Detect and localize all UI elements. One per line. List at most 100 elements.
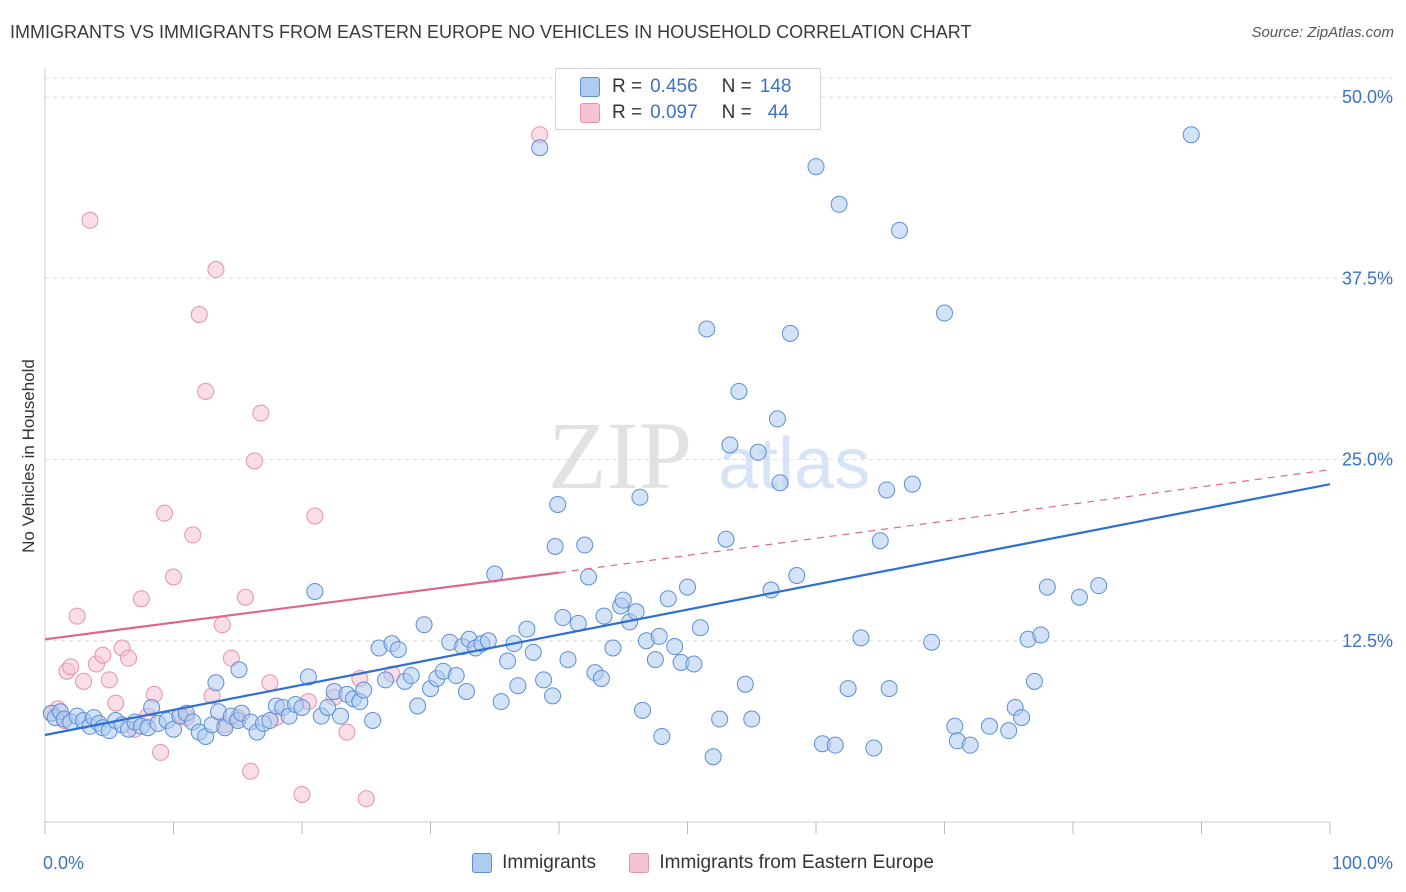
point-eastern-europe-34 [245,452,263,470]
r-label: R = [612,102,643,123]
point-eastern-europe-4 [62,658,80,676]
point-immigrants-127 [826,736,844,754]
trend-line-immigrants [44,483,1331,737]
y-tick-label-0: 12.5% [1342,631,1393,651]
point-immigrants-96 [614,591,632,609]
point-immigrants-149 [1038,578,1056,596]
point-eastern-europe-7 [81,211,99,229]
point-immigrants-129 [839,680,857,698]
point-immigrants-117 [736,675,754,693]
watermark-atlas: atlas [718,424,870,504]
point-immigrants-141 [961,736,979,754]
point-immigrants-74 [486,565,504,583]
axes [44,68,1331,834]
point-eastern-europe-18 [152,743,170,761]
r-label: R = [612,76,643,97]
point-immigrants-58 [389,640,407,658]
n-label: N = [721,76,752,97]
point-immigrants-130 [852,629,870,647]
point-immigrants-62 [415,616,433,634]
point-immigrants-100 [634,701,652,719]
point-immigrants-54 [364,712,382,729]
stats-legend: R = 0.456 N = 148 R = 0.097 N = 44 [555,68,821,130]
stats-row-eastern-europe: R = 0.097 N = 44 [580,101,789,125]
point-immigrants-56 [377,671,395,689]
point-eastern-europe-9 [94,646,112,664]
point-immigrants-137 [923,633,941,651]
point-immigrants-152 [1182,126,1200,144]
point-eastern-europe-33 [242,762,260,780]
point-eastern-europe-10 [100,671,118,689]
point-immigrants-139 [946,717,964,735]
point-immigrants-128 [830,195,848,213]
point-immigrants-89 [576,536,594,554]
y-axis-label: No Vehicles in Household [19,359,38,553]
eastern-europe-swatch [580,103,600,123]
point-immigrants-111 [698,320,716,338]
point-immigrants-134 [880,680,898,698]
source-label: Source: ZipAtlas.com [1251,24,1394,41]
point-immigrants-75 [492,693,510,711]
n-value: 44 [767,102,789,123]
chart-title: IMMIGRANTS VS IMMIGRANTS FROM EASTERN EU… [10,22,972,42]
y-tick-label-3: 50.0% [1342,87,1393,107]
point-immigrants-99 [631,488,649,506]
point-immigrants-145 [1013,709,1031,727]
point-eastern-europe-5 [68,607,86,625]
point-immigrants-81 [531,139,549,157]
point-eastern-europe-44 [357,790,375,808]
point-immigrants-133 [878,481,896,499]
point-immigrants-124 [788,567,806,584]
point-immigrants-116 [730,382,748,400]
watermark-zip: ZIP [548,402,692,509]
point-immigrants-114 [717,530,735,548]
point-immigrants-98 [627,603,645,621]
point-immigrants-108 [679,578,696,596]
point-immigrants-43 [293,698,311,716]
point-immigrants-106 [666,638,684,656]
point-immigrants-47 [319,698,337,716]
trend-lines [44,469,1331,737]
point-eastern-europe-38 [293,785,311,803]
point-immigrants-53 [355,681,373,699]
point-immigrants-92 [592,669,610,687]
legend-item-eastern-europe[interactable]: Immigrants from Eastern Europe [629,852,934,874]
legend-label: Immigrants from Eastern Europe [659,852,934,873]
point-eastern-europe-36 [261,674,279,692]
point-eastern-europe-15 [132,590,150,608]
point-immigrants-121 [768,410,786,428]
point-immigrants-118 [743,710,761,728]
point-immigrants-85 [549,495,567,513]
point-immigrants-148 [1032,626,1050,644]
point-immigrants-151 [1090,577,1108,595]
point-immigrants-147 [1025,672,1043,690]
point-eastern-europe-20 [165,568,182,586]
point-immigrants-60 [402,667,420,685]
point-immigrants-138 [936,304,953,322]
x-tick-label-0: 0.0% [43,853,84,873]
point-immigrants-38 [261,712,279,729]
gridlines [45,77,1392,642]
point-immigrants-45 [306,582,324,600]
point-immigrants-143 [1000,722,1018,740]
series-immigrants-points [42,126,1200,766]
point-immigrants-49 [332,707,350,725]
point-immigrants-105 [659,590,677,608]
point-immigrants-135 [891,221,909,239]
point-immigrants-142 [980,717,998,735]
point-eastern-europe-24 [190,306,208,323]
r-value: 0.097 [650,102,698,123]
point-immigrants-44 [299,668,317,686]
point-immigrants-110 [691,619,709,637]
point-immigrants-150 [1070,588,1088,606]
point-immigrants-123 [781,324,799,342]
point-eastern-europe-27 [207,261,225,279]
point-immigrants-79 [518,620,536,638]
bottom-legend: Immigrants Immigrants from Eastern Europ… [0,852,1406,879]
watermark: ZIP atlas [548,402,870,509]
point-eastern-europe-40 [306,507,324,525]
point-immigrants-83 [544,687,562,705]
point-eastern-europe-11 [107,694,125,712]
legend-item-immigrants[interactable]: Immigrants [472,852,596,874]
